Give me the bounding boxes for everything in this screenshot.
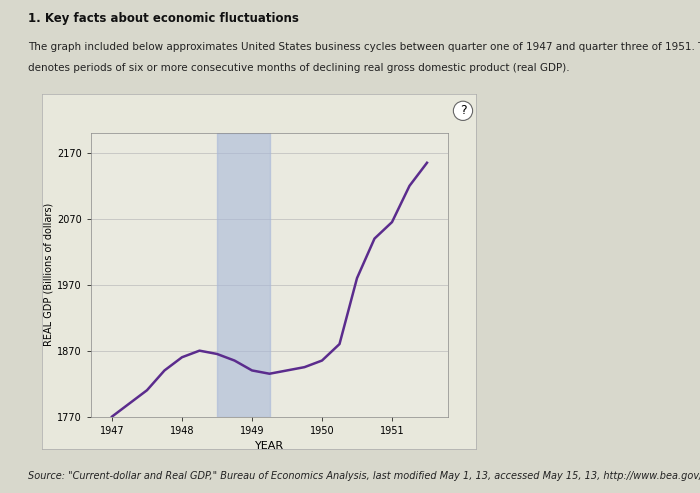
Text: denotes periods of six or more consecutive months of declining real gross domest: denotes periods of six or more consecuti… bbox=[28, 63, 570, 73]
Text: Source: "Current-dollar and Real GDP," Bureau of Economics Analysis, last modifi: Source: "Current-dollar and Real GDP," B… bbox=[28, 471, 700, 481]
X-axis label: YEAR: YEAR bbox=[255, 441, 284, 451]
Text: ?: ? bbox=[460, 105, 466, 117]
Y-axis label: REAL GDP (Billions of dollars): REAL GDP (Billions of dollars) bbox=[43, 203, 53, 347]
Text: The graph included below approximates United States business cycles between quar: The graph included below approximates Un… bbox=[28, 42, 700, 52]
Bar bbox=[217, 133, 270, 417]
Text: 1. Key facts about economic fluctuations: 1. Key facts about economic fluctuations bbox=[28, 12, 299, 25]
